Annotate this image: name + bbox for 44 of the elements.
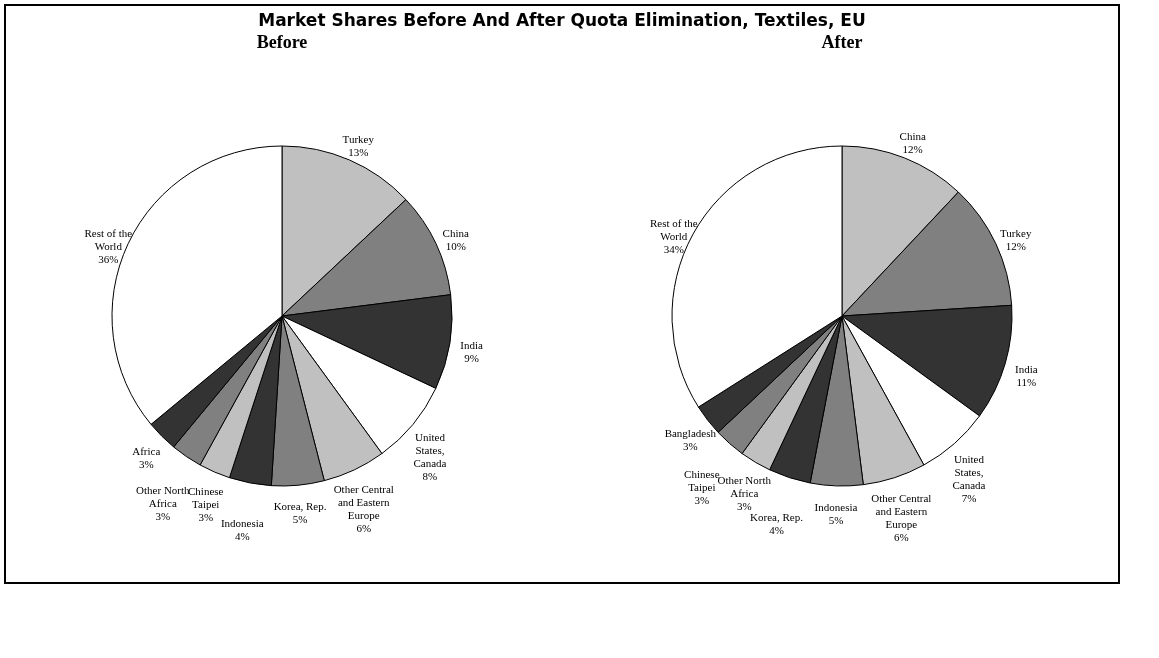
data-label: 3% xyxy=(198,511,214,524)
data-label: 12% xyxy=(1005,240,1026,253)
data-label: 6% xyxy=(356,521,372,534)
data-label: 9% xyxy=(464,352,479,365)
slice-label: India xyxy=(1015,362,1038,375)
slice-label: Bangladesh xyxy=(664,426,717,439)
data-label: 7% xyxy=(961,492,977,505)
data-label: 3% xyxy=(682,439,698,452)
slice-label: United States, Canada xyxy=(952,453,986,492)
slice-label: Indonesia xyxy=(814,500,858,513)
data-label: 13% xyxy=(348,145,369,158)
slice-label: Chinese Taipei xyxy=(188,485,224,511)
slice-label: Africa xyxy=(132,444,161,457)
data-label: 4% xyxy=(769,523,784,536)
data-label: 5% xyxy=(292,513,308,526)
data-label: 11% xyxy=(1016,375,1037,388)
slice-label: Turkey xyxy=(1000,227,1032,240)
slice-label: Turkey xyxy=(342,132,375,145)
slice-label: Indonesia xyxy=(220,517,264,530)
chart-title: Before xyxy=(256,32,308,52)
data-label: 3% xyxy=(736,500,752,513)
slice-label: United States, Canada xyxy=(413,431,447,470)
data-label: 34% xyxy=(663,242,684,255)
slice-label: Rest of the World xyxy=(84,227,133,253)
data-label: 4% xyxy=(234,530,250,543)
data-label: 3% xyxy=(694,494,710,507)
data-label: 5% xyxy=(828,513,844,526)
data-label: 8% xyxy=(422,470,438,483)
chart-title: After xyxy=(821,32,863,52)
slice-label: Korea, Rep. xyxy=(750,510,804,523)
slice-label: China xyxy=(899,130,926,143)
data-label: 10% xyxy=(445,240,466,253)
data-label: 12% xyxy=(902,143,923,156)
slice-label: Other Central and Eastern Europe xyxy=(333,482,394,521)
slice-label: Other Central and Eastern Europe xyxy=(871,491,932,530)
slice-label: India xyxy=(460,339,484,352)
data-label: 3% xyxy=(138,457,154,470)
data-label: 3% xyxy=(155,510,171,523)
slice-label: China xyxy=(442,227,469,240)
data-label: 6% xyxy=(894,530,909,543)
slice-label: Rest of the World xyxy=(649,216,698,242)
data-label: 36% xyxy=(98,253,119,266)
slice-label: Korea, Rep. xyxy=(273,500,327,513)
text: Market Shares Before And After Quota Elimination, Textiles, EU xyxy=(258,10,866,30)
